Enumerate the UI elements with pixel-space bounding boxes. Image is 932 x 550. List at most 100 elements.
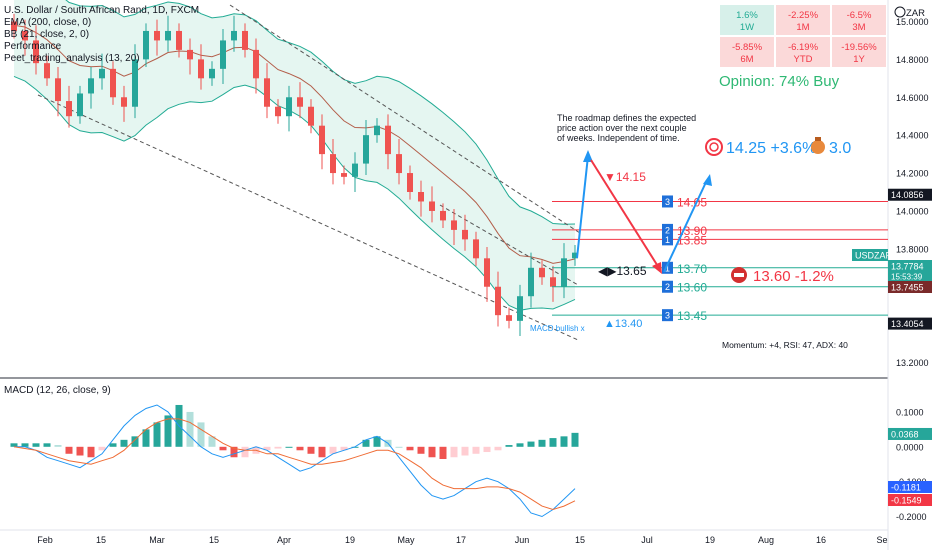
candle-body [231,30,237,41]
macd-histogram-bar [461,446,469,456]
target-text: 14.25 +3.6% [726,140,816,157]
macd-histogram-bar [142,429,150,447]
candle-body [506,315,512,321]
time-tick: 15 [575,535,585,545]
candle-body [132,59,138,107]
macd-badge [888,427,932,440]
high-target-label: ▼14.15 [604,170,646,184]
indicator-ema[interactable]: EMA (200, close, 0) [4,17,91,28]
macd-badge-text: 0.0368 [891,429,919,439]
time-tick: Se [876,535,887,545]
price-tick: 15.0000 [896,17,929,27]
channel-mid-line[interactable] [439,204,579,286]
price-axis[interactable]: 15.0000 14.8000 14.6000 14.4000 14.2000 14.00… [852,17,932,368]
macd-histogram-bar [263,446,271,451]
macd-histogram-bar [417,446,425,454]
level-label: 14.05 [677,195,707,209]
candle-body [484,258,490,287]
settings-gear-icon[interactable] [894,6,906,18]
level-label: 13.60 [677,281,707,295]
perf-value: -6.5% [847,10,872,21]
bollinger-band-fill [14,0,575,311]
roadmap-up-arrow-2 [663,179,708,273]
candle-body [363,135,369,164]
price-badge-text: 15:53:39 [891,273,923,282]
macd-histogram-bar [32,443,40,447]
macd-histogram-bar [10,443,18,447]
macd-histogram-bar [318,446,326,458]
channel-lower-line[interactable] [37,94,579,341]
macd-badge-text: -0.1549 [891,496,922,506]
perf-cell [776,37,830,67]
candle-body [77,93,83,117]
macd-histogram-bar [208,436,216,447]
macd-title[interactable]: MACD (12, 26, close, 9) [4,385,111,396]
macd-histogram-bar [109,443,117,447]
macd-line [14,404,576,518]
candlestick-series [11,13,578,336]
roadmap-note-line-1: The roadmap defines the expected [557,113,696,123]
candle-body [99,68,105,79]
macd-badge-text: -0.1181 [891,483,921,493]
price-badge [888,188,932,201]
macd-histogram-bar [329,446,337,454]
ema-line [13,24,576,264]
perf-period: 1M [796,22,809,33]
candle-body [110,68,116,98]
macd-histogram-bar [98,446,106,451]
candle-body [22,30,28,41]
time-axis[interactable]: Feb 15 Mar 15 Apr 19 May 17 Jun 15 Jul 19 Aug 16 Se [37,535,887,545]
level-number: 1 [665,263,670,273]
macd-histogram-bar [131,436,139,447]
candle-body [385,125,391,155]
roadmap-arrows[interactable] [576,150,712,274]
price-tick: 14.2000 [896,169,929,179]
macd-histogram-bar [406,446,414,451]
price-tick: 13.8000 [896,244,929,254]
roadmap-note-line-3: of weeks. Independent of time. [557,133,680,143]
candle-body [550,277,556,287]
macd-histogram-bar [197,422,205,447]
indicator-performance[interactable]: Performance [4,41,62,52]
roadmap-arrowhead-3 [703,174,712,186]
perf-period: 1Y [853,54,865,65]
macd-histogram-bar [450,446,458,458]
level-lines: 3 14.052 13.901 13.851 13.702 13.603 13.45 [552,195,888,323]
bag-value: 3.0 [829,140,851,157]
candle-body [462,229,468,240]
perf-value: 1.6% [736,10,758,21]
candle-body [88,78,94,94]
macd-tick: 0.0000 [896,442,924,452]
price-badge-text: 13.4054 [891,319,924,329]
indicator-peet[interactable]: Peet_trading_analysis (13, 20) [4,53,140,64]
macd-bullish-label: MACD bullish x [530,324,585,333]
time-tick: Jun [515,535,530,545]
price-tick: 13.2000 [896,358,929,368]
price-badge-text: 13.7784 [891,262,924,272]
symbol-title: U.S. Dollar / South African Rand, 1D, FX… [4,5,199,16]
level-number: 1 [665,235,670,245]
level-label: 13.85 [677,233,707,247]
macd-histogram-bar [21,443,29,447]
perf-period: 3M [852,22,865,33]
macd-histogram-bar [362,439,370,447]
roadmap-arrowhead-2 [652,262,662,274]
perf-period: 1W [740,22,754,33]
macd-histogram-bar [43,443,51,447]
time-tick: 15 [209,535,219,545]
candle-body [561,258,567,287]
level-number: 3 [665,311,670,321]
indicator-bb[interactable]: BB (21, close, 2, 0) [4,29,89,40]
candle-body [341,173,347,177]
macd-badge [888,481,932,493]
macd-axis[interactable]: 0.10000.0000-0.1000-0.20000.0368-0.1181-… [888,407,932,522]
candle-body [165,30,171,41]
candle-body [33,40,39,64]
stop-annotation: 13.60 -1.2% [731,267,834,285]
perf-value: -2.25% [788,10,819,21]
time-tick: 16 [816,535,826,545]
macd-histogram-bar [186,411,194,447]
target-icon-inner [709,142,719,152]
candle-body [242,30,248,50]
